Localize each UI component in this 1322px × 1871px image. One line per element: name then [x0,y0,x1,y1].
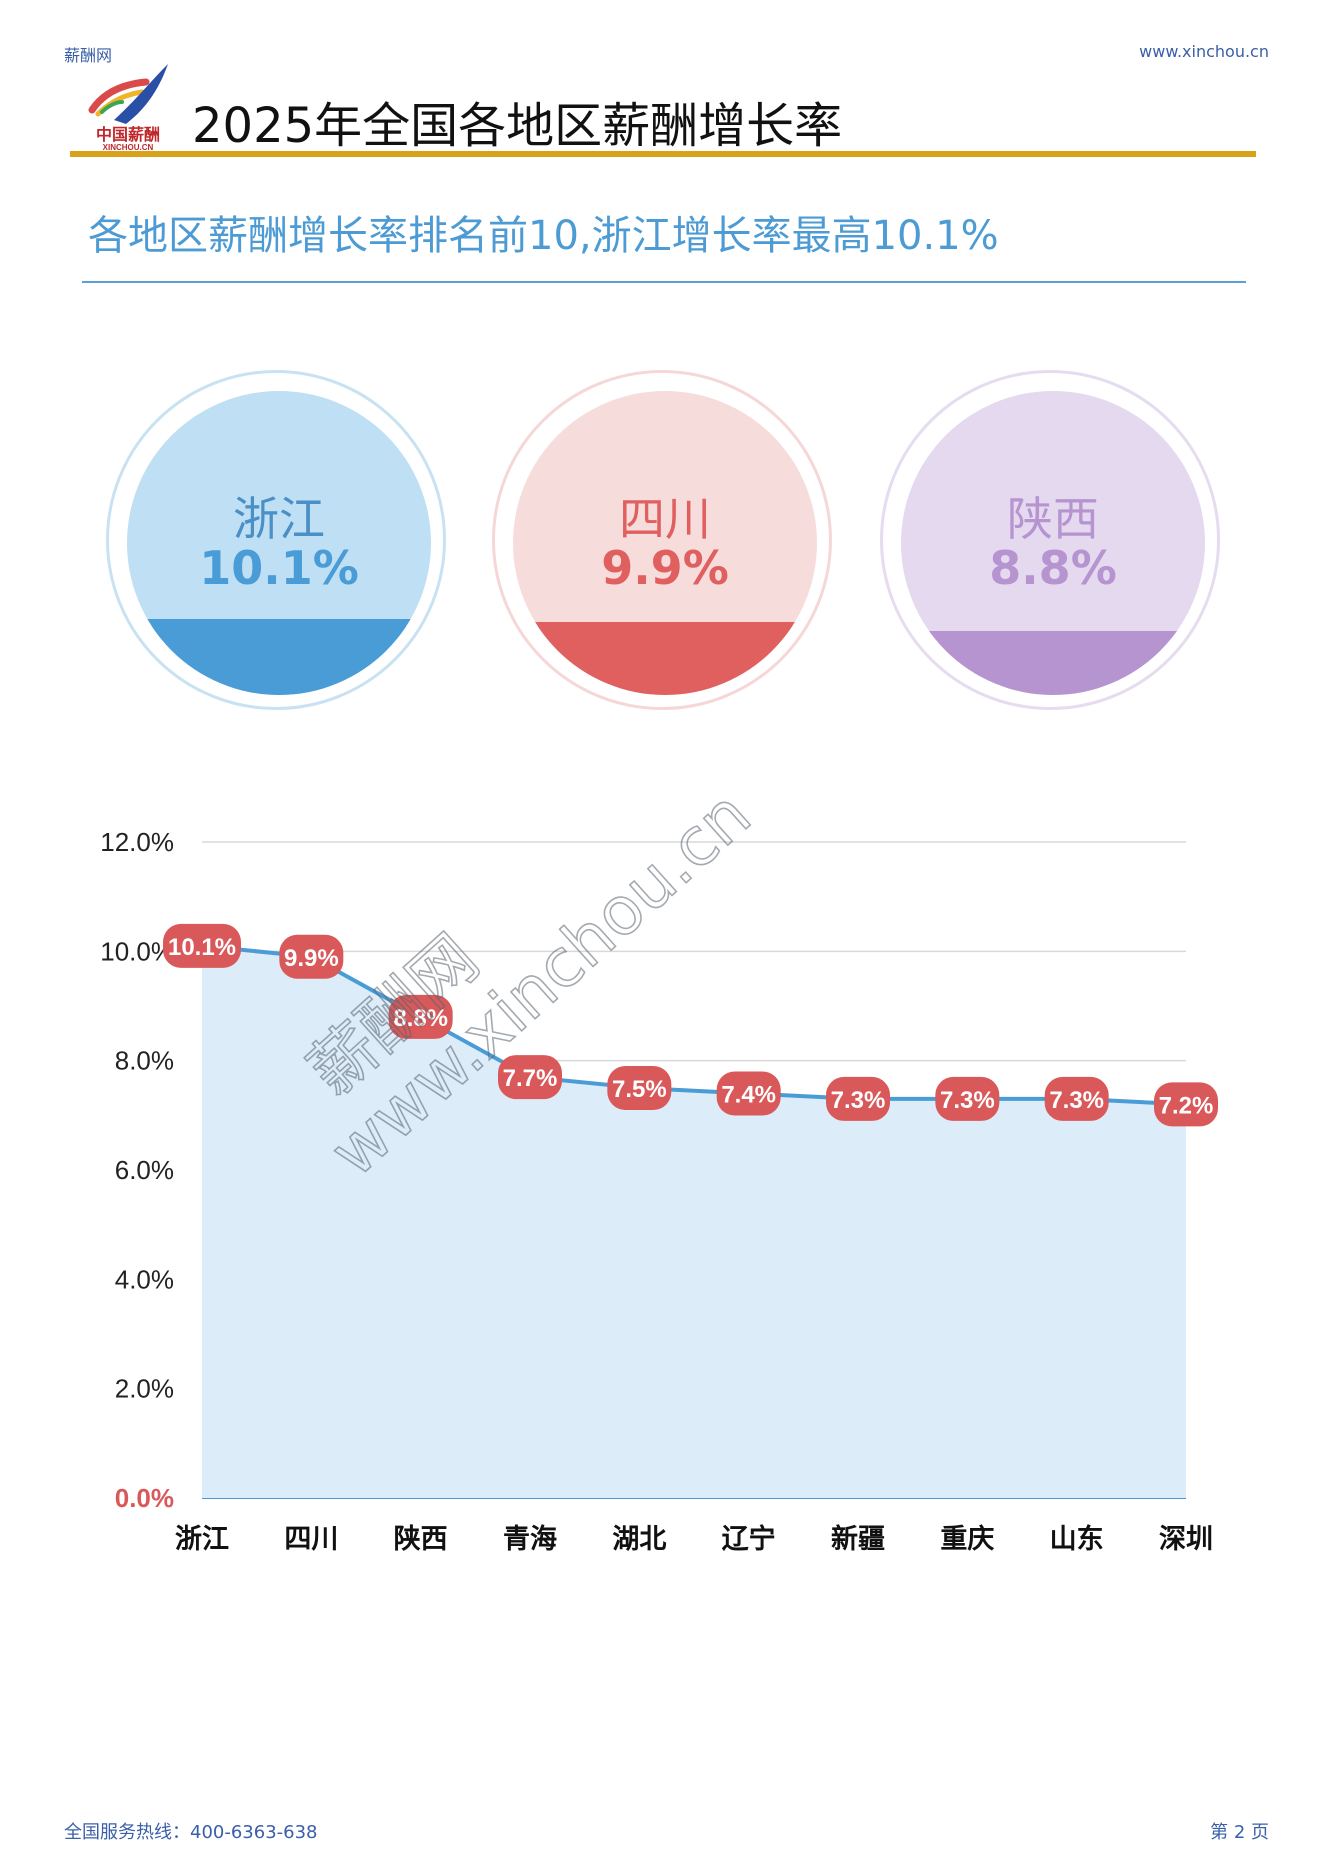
data-label: 8.8% [393,1005,448,1032]
site-url-link[interactable]: www.xinchou.cn [1139,42,1269,61]
top3-bubble-zhejiang: 浙江 10.1% [106,370,446,710]
data-label: 9.9% [284,945,339,972]
bubble-region-name: 浙江 [233,492,325,546]
bubble-region-name: 陕西 [1007,492,1099,546]
data-label-badge [935,1076,1000,1121]
top3-bubble-shaanxi: 陕西 8.8% [880,370,1220,710]
data-label: 7.3% [1049,1087,1104,1114]
site-name: 薪酬网 [64,46,113,65]
y-tick-label: 6.0% [115,1155,174,1185]
data-label-badge [716,1071,781,1116]
top3-bubble-sichuan: 四川 9.9% [492,370,832,710]
bubble-fill-level [127,619,431,695]
data-label: 7.4% [721,1081,776,1108]
x-tick-label: 新疆 [831,1523,885,1555]
data-labels: 10.1% 9.9% 8.8% 7.7% 7.5% 7.4% 7.3% 7.3% 7.3% 7.2… [163,923,1218,1127]
data-label-badge [1154,1082,1218,1127]
data-label: 10.1% [168,934,236,961]
data-label: 7.7% [503,1065,558,1092]
y-tick-label: 2.0% [115,1374,174,1404]
x-tick-label: 浙江 [175,1524,229,1555]
bubble-fill-level [901,631,1205,695]
x-tick-label: 陕西 [394,1524,448,1555]
y-tick-label: 12.0% [100,827,174,857]
data-label-badge [163,923,241,968]
data-label: 7.3% [831,1087,886,1114]
x-axis-ticks: 浙江 四川 陕西 青海 湖北 辽宁 新疆 重庆 山东 深圳 [175,1523,1213,1555]
y-tick-label: 0.0% [115,1483,174,1513]
y-tick-label: 8.0% [115,1046,174,1076]
bubble-fill-level [513,622,817,695]
x-tick-label: 青海 [503,1524,557,1555]
x-tick-label: 辽宁 [722,1523,776,1555]
data-label-badge [607,1066,672,1110]
x-tick-label: 四川 [284,1524,338,1555]
service-hotline: 全国服务热线：400-6363-638 [64,1822,318,1843]
chart-subtitle: 各地区薪酬增长率排名前10,浙江增长率最高10.1% [88,213,999,259]
title-divider [70,151,1256,157]
data-label-badge [1044,1076,1109,1121]
x-tick-label: 深圳 [1159,1524,1213,1555]
x-tick-label: 湖北 [612,1524,666,1555]
series-line [201,943,1187,1107]
data-label-badge [388,994,453,1039]
page-title: 2025年全国各地区薪酬增长率 [192,98,843,154]
data-label-badge [498,1055,562,1100]
data-label-badge [826,1076,890,1121]
bubble-growth-value: 10.1% [199,541,359,595]
y-tick-label: 4.0% [115,1264,174,1294]
y-axis-ticks: 0.0% 2.0% 4.0% 6.0% 8.0% 10.0% 12.0% [100,827,174,1513]
subtitle-divider [82,281,1246,283]
data-label-badge [279,934,344,979]
logo-text: 中国薪酬 [96,125,160,144]
bubble-region-name: 四川 [619,492,711,546]
logo-subtext: XINCHOU.CN [103,143,154,152]
data-label: 7.3% [940,1087,995,1114]
data-label: 7.5% [612,1076,667,1103]
data-label: 7.2% [1159,1092,1214,1119]
bubble-growth-value: 8.8% [989,541,1117,595]
area-fill [202,945,1186,1498]
page-number: 第 2 页 [1210,1822,1269,1843]
y-tick-label: 10.0% [100,936,174,966]
bubble-growth-value: 9.9% [601,541,729,595]
x-tick-label: 山东 [1050,1523,1104,1555]
x-tick-label: 重庆 [940,1523,994,1555]
logo: 中国薪酬 XINCHOU.CN [84,62,172,152]
